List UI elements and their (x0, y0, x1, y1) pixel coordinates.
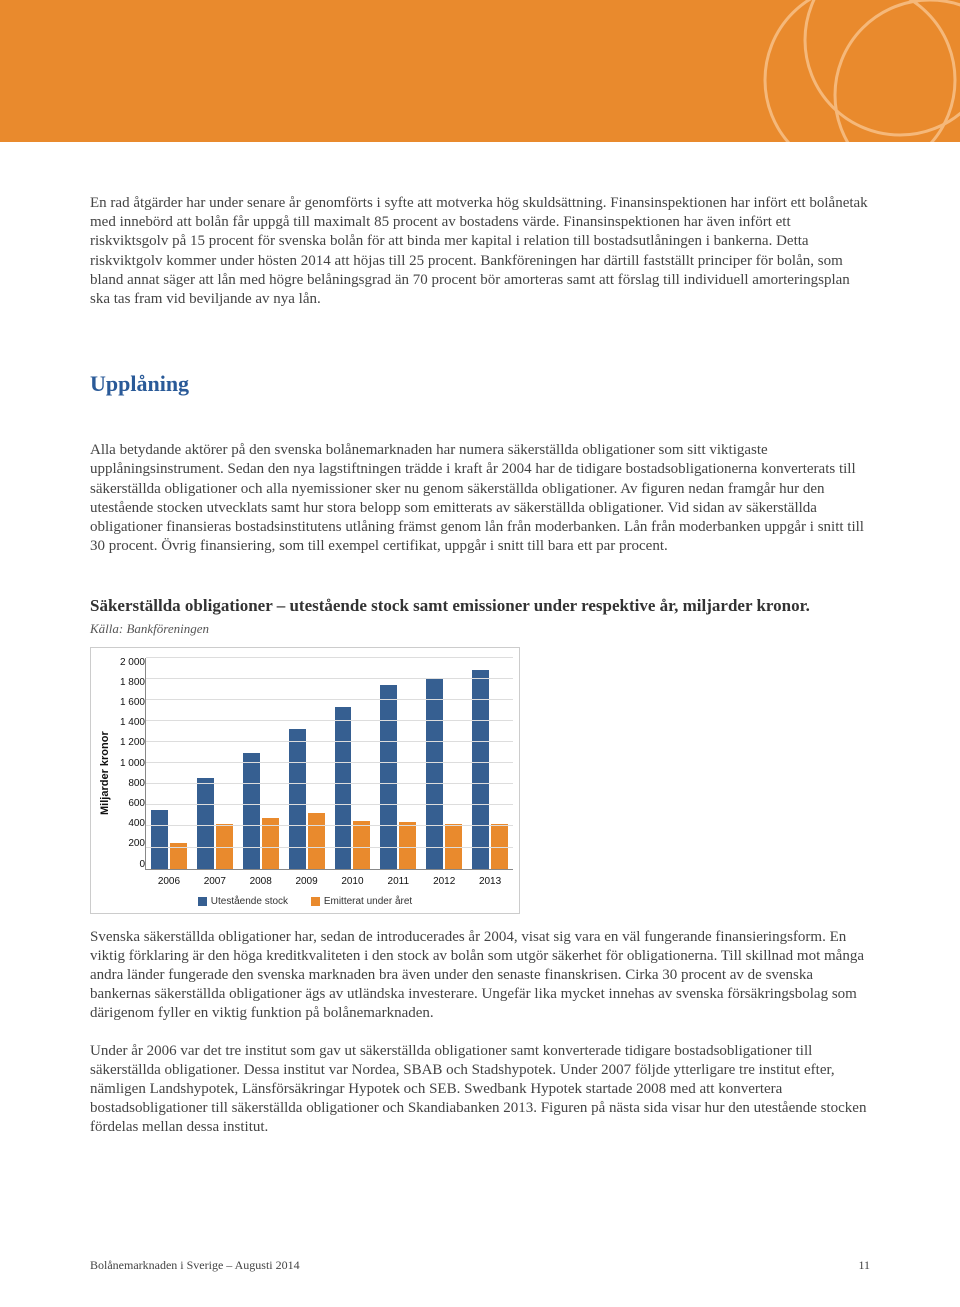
footer-doc-title: Bolånemarknaden i Sverige – Augusti 2014 (90, 1258, 300, 1273)
chart-gridline (146, 825, 513, 826)
chart-bar-group (146, 658, 192, 869)
chart-bar-series-1 (151, 810, 168, 869)
chart-source: Källa: Bankföreningen (90, 621, 870, 637)
chart-bar-group (330, 658, 376, 869)
chart-bar-series-2 (399, 822, 416, 868)
chart-bar-series-2 (353, 821, 370, 868)
chart-bar-group (284, 658, 330, 869)
chart-gridline (146, 720, 513, 721)
chart-gridline (146, 699, 513, 700)
chart-ytick: 2 000 (113, 658, 145, 668)
chart-gridline (146, 804, 513, 805)
header-decoration (720, 0, 960, 142)
chart-container: Miljarder kronor 0 200 400 600 800 1 000 1 200… (90, 647, 520, 914)
chart-gridline (146, 847, 513, 848)
chart-ytick: 1 400 (113, 718, 145, 728)
paragraph-2: Alla betydande aktörer på den svenska bo… (90, 441, 870, 556)
chart-ytick: 1 600 (113, 698, 145, 708)
chart-gridline (146, 741, 513, 742)
chart-gridline (146, 762, 513, 763)
chart-x-category: 2012 (421, 876, 467, 887)
chart-gridline (146, 657, 513, 658)
chart-y-axis-ticks: 0 200 400 600 800 1 000 1 200 1 400 1 600 1 800 2 … (113, 658, 145, 888)
chart-bar-series-1 (472, 670, 489, 868)
legend-label-1: Utestående stock (211, 896, 288, 907)
chart-x-category: 2010 (330, 876, 376, 887)
page-content: En rad åtgärder har under senare år geno… (90, 142, 870, 1138)
chart-x-category: 2007 (192, 876, 238, 887)
chart-ytick: 1 000 (113, 759, 145, 769)
chart-x-category: 2013 (467, 876, 513, 887)
chart-bar-series-1 (426, 679, 443, 869)
chart-x-category: 2008 (238, 876, 284, 887)
chart-gridline (146, 678, 513, 679)
chart-legend: Utestående stock Emitterat under året (97, 896, 513, 907)
chart-bar-series-1 (197, 778, 214, 869)
paragraph-4: Under år 2006 var det tre institut som g… (90, 1042, 870, 1138)
legend-label-2: Emitterat under året (324, 896, 412, 907)
section-heading-upplaning: Upplåning (90, 371, 870, 397)
chart-ytick: 0 (113, 860, 145, 870)
chart-ytick: 800 (113, 779, 145, 789)
chart-x-category: 2011 (375, 876, 421, 887)
chart-bar-group (375, 658, 421, 869)
chart-x-category: 2006 (146, 876, 192, 887)
chart-ytick: 1 200 (113, 738, 145, 748)
chart-bar-group (467, 658, 513, 869)
chart-bar-series-2 (308, 813, 325, 869)
legend-item-series-2: Emitterat under året (311, 896, 412, 907)
chart-x-category: 2009 (284, 876, 330, 887)
paragraph-3: Svenska säkerställda obligationer har, s… (90, 928, 870, 1024)
chart-x-axis-categories: 20062007200820092010201120122013 (146, 876, 513, 887)
chart-bar-series-1 (243, 753, 260, 869)
chart-ytick: 400 (113, 819, 145, 829)
page-footer: Bolånemarknaden i Sverige – Augusti 2014… (90, 1258, 870, 1283)
legend-item-series-1: Utestående stock (198, 896, 288, 907)
chart-bar-group (192, 658, 238, 869)
chart-bar-series-1 (335, 707, 352, 868)
chart-plot-area: 20062007200820092010201120122013 (145, 658, 513, 870)
chart-gridline (146, 783, 513, 784)
chart-bar-series-1 (380, 685, 397, 869)
footer-page-number: 11 (858, 1258, 870, 1273)
chart-bar-group (421, 658, 467, 869)
chart-bar-group (238, 658, 284, 869)
chart-ytick: 600 (113, 799, 145, 809)
chart-bars (146, 658, 513, 869)
chart-ytick: 200 (113, 839, 145, 849)
legend-swatch-1 (198, 897, 207, 906)
header-band (0, 0, 960, 142)
chart-title: Säkerställda obligationer – utestående s… (90, 596, 870, 616)
chart-y-axis-label: Miljarder kronor (97, 658, 113, 888)
chart-ytick: 1 800 (113, 678, 145, 688)
chart-bar-series-1 (289, 729, 306, 868)
legend-swatch-2 (311, 897, 320, 906)
paragraph-1: En rad åtgärder har under senare år geno… (90, 194, 870, 309)
